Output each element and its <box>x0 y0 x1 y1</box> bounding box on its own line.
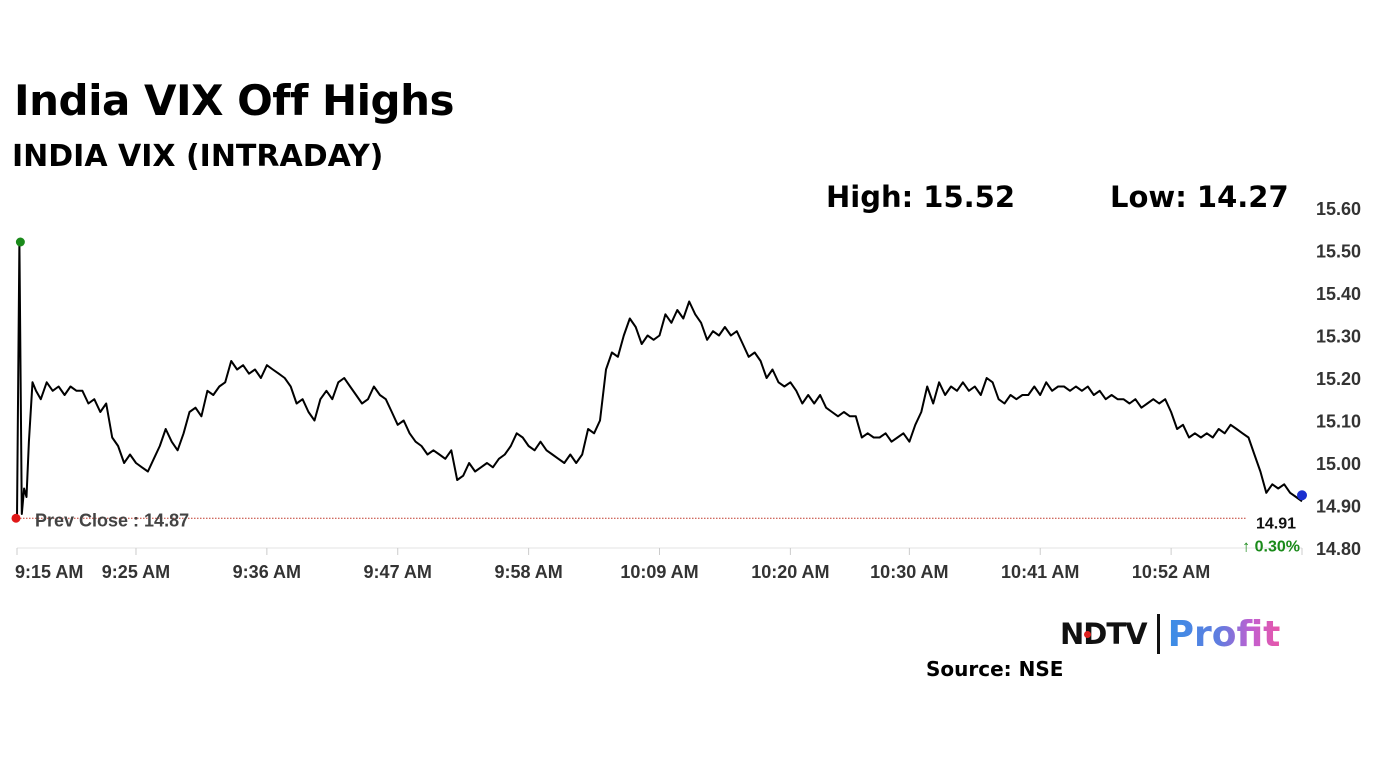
prev-close-group: Prev Close : 14.87 <box>17 510 1247 530</box>
x-tick-label: 9:47 AM <box>364 562 432 582</box>
y-tick-label: 15.10 <box>1316 412 1361 432</box>
logo-divider <box>1156 614 1160 654</box>
last-value-marker <box>1297 490 1307 501</box>
high-stat: High: 15.52 <box>826 180 1016 214</box>
x-tick-label: 10:41 AM <box>1001 562 1079 582</box>
x-tick-label: 9:58 AM <box>494 562 562 582</box>
x-tick-label: 10:30 AM <box>870 562 948 582</box>
y-tick-label: 15.00 <box>1316 454 1361 474</box>
high-marker <box>15 237 25 247</box>
y-tick-label: 15.20 <box>1316 369 1361 389</box>
logo-profit: Profit <box>1167 613 1281 655</box>
y-tick-label: 15.40 <box>1316 284 1361 304</box>
y-tick-label: 15.30 <box>1316 327 1361 347</box>
x-tick-label: 9:36 AM <box>233 562 301 582</box>
chart-axes: 9:15 AM 9:25 AM 9:36 AM 9:47 AM 9:58 AM 10:09… <box>15 199 1361 582</box>
x-tick-label: 10:20 AM <box>751 562 829 582</box>
chart-markers <box>11 237 1307 523</box>
prev-close-label: Prev Close : 14.87 <box>35 510 189 530</box>
chart-title: India VIX Off Highs <box>14 76 454 125</box>
change-label: ↑ 0.30% <box>1242 538 1300 555</box>
source-note: Source: NSE <box>926 657 1064 681</box>
chart-subtitle: INDIA VIX (INTRADAY) <box>12 139 384 174</box>
x-tick-label: 10:52 AM <box>1132 562 1210 582</box>
x-tick-label: 10:09 AM <box>620 562 698 582</box>
logo-dot <box>1084 631 1091 638</box>
prev-close-marker <box>11 513 21 523</box>
y-tick-label: 14.90 <box>1316 497 1361 517</box>
low-stat: Low: 14.27 <box>1110 180 1289 214</box>
vix-series-line <box>16 241 1303 519</box>
chart-annotations: 14.91 ↑ 0.30% <box>1242 515 1300 555</box>
ndtv-profit-logo: NDTV Profit <box>1060 612 1280 656</box>
logo-ndtv: NDTV <box>1060 617 1148 651</box>
y-tick-label: 15.50 <box>1316 242 1361 262</box>
last-value-label: 14.91 <box>1256 515 1296 532</box>
y-tick-label: 14.80 <box>1316 539 1361 559</box>
x-tick-label: 9:25 AM <box>102 562 170 582</box>
y-tick-label: 15.60 <box>1316 199 1361 219</box>
x-tick-label: 9:15 AM <box>15 562 83 582</box>
